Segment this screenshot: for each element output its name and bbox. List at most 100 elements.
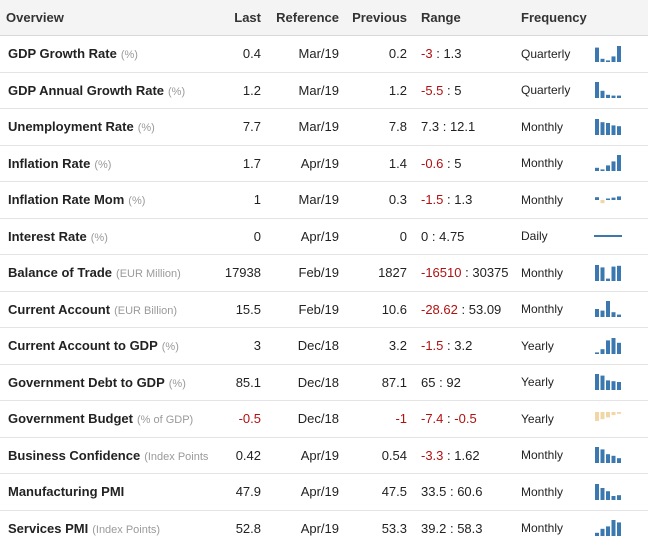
sparkline-bar xyxy=(606,411,610,418)
indicator-unit: (% of GDP) xyxy=(136,414,194,427)
indicator-name-link[interactable]: Inflation Rate Mom xyxy=(8,192,125,208)
header-last[interactable]: Last xyxy=(208,0,261,36)
indicator-name-link[interactable]: Balance of Trade xyxy=(8,265,113,281)
table-row[interactable]: Balance of Trade (EUR Million) 17938 Feb/19… xyxy=(0,254,648,292)
reference-value: Apr/19 xyxy=(261,218,339,255)
table-row[interactable]: Services PMI (Index Points) 52.8 Apr/19 53.3… xyxy=(0,510,648,546)
header-frequency[interactable]: Frequency xyxy=(508,0,592,36)
sparkline-bar xyxy=(611,456,616,464)
sparkline-cell[interactable] xyxy=(592,291,648,328)
table-row[interactable]: Current Account to GDP (%) 3 Dec/18 3.2 -1.5 … xyxy=(0,327,648,365)
range-high: 92 xyxy=(446,374,461,390)
indicator-name-link[interactable]: GDP Annual Growth Rate xyxy=(8,82,165,98)
table-row[interactable]: GDP Growth Rate (%) 0.4 Mar/19 0.2 -3 : 1.3 Qu… xyxy=(0,35,648,73)
sparkline-cell[interactable] xyxy=(592,254,648,292)
last-value: 7.7 xyxy=(208,108,261,146)
frequency-value: Monthly xyxy=(521,521,564,536)
table-row[interactable]: Unemployment Rate (%) 7.7 Mar/19 7.8 7.3 : 12… xyxy=(0,108,648,146)
sparkline-bar xyxy=(600,348,605,354)
indicator-name-link[interactable]: Manufacturing PMI xyxy=(8,484,125,500)
sparkline-bar xyxy=(617,196,621,200)
indicator-name-link[interactable]: Unemployment Rate xyxy=(8,119,134,135)
last-value: 17938 xyxy=(208,254,261,292)
indicator-name-link[interactable]: Government Budget xyxy=(8,411,133,427)
sparkline-cell[interactable] xyxy=(592,364,648,401)
sparkline-bar xyxy=(606,454,610,464)
indicator-name-link[interactable]: Services PMI xyxy=(8,520,89,536)
table-row[interactable]: GDP Annual Growth Rate (%) 1.2 Mar/19 1.2 -5.… xyxy=(0,72,648,109)
sparkline-bar xyxy=(600,529,605,537)
sparkline-cell[interactable] xyxy=(592,327,648,365)
indicator-unit: (%) xyxy=(168,85,186,98)
range-cell: -7.4 : -0.5 xyxy=(407,400,508,438)
header-previous[interactable]: Previous xyxy=(339,0,407,36)
header-reference[interactable]: Reference xyxy=(261,0,339,36)
range-cell: 65 : 92 xyxy=(407,364,508,401)
sparkline-chart xyxy=(594,235,622,238)
range-separator: : xyxy=(439,374,443,390)
sparkline-bar xyxy=(617,382,621,391)
table-row[interactable]: Inflation Rate Mom (%) 1 Mar/19 0.3 -1.5 : 1.… xyxy=(0,181,648,219)
sparkline-bar xyxy=(600,487,605,500)
sparkline-cell[interactable] xyxy=(592,400,648,438)
range-low: -1.5 xyxy=(421,338,444,354)
table-row[interactable]: Business Confidence (Index Points) 0.42 Apr… xyxy=(0,437,648,474)
table-row[interactable]: Interest Rate (%) 0 Apr/19 0 0 : 4.75 Daily xyxy=(0,218,648,255)
range-cell: -0.6 : 5 xyxy=(407,145,508,182)
table-row[interactable]: Manufacturing PMI 47.9 Apr/19 47.5 33.5 : 60… xyxy=(0,473,648,511)
sparkline-bar xyxy=(600,169,605,172)
table-row[interactable]: Government Budget (% of GDP) -0.5 Dec/18 -1-… xyxy=(0,400,648,438)
sparkline-cell[interactable] xyxy=(592,72,648,109)
indicator-name-link[interactable]: Interest Rate xyxy=(8,228,87,244)
indicator-name-link[interactable]: Current Account xyxy=(8,301,111,317)
indicator-unit: (%) xyxy=(161,341,179,354)
sparkline-cell[interactable] xyxy=(592,437,648,474)
range-cell: 39.2 : 58.3 xyxy=(407,510,508,546)
indicator-cell: Government Debt to GDP (%) xyxy=(0,364,208,401)
header-overview[interactable]: Overview xyxy=(0,0,208,36)
sparkline-bar xyxy=(606,526,610,537)
range-cell: -3 : 1.3 xyxy=(407,35,508,73)
reference-value: Dec/18 xyxy=(261,400,339,438)
range-high: 53.09 xyxy=(468,301,502,317)
last-value: 1.7 xyxy=(208,145,261,182)
table-row[interactable]: Current Account (EUR Billion) 15.5 Feb/19 10… xyxy=(0,291,648,328)
range-separator: : xyxy=(461,301,466,317)
sparkline-bar xyxy=(617,458,621,464)
header-range[interactable]: Range xyxy=(407,0,508,36)
sparkline-cell[interactable] xyxy=(592,145,648,182)
sparkline-cell[interactable] xyxy=(592,181,648,219)
frequency-value: Monthly xyxy=(508,473,592,511)
table-row[interactable]: Government Debt to GDP (%) 85.1 Dec/18 87.1 6… xyxy=(0,364,648,401)
sparkline-bar xyxy=(617,265,621,281)
indicator-unit: (%) xyxy=(137,122,155,135)
sparkline-cell[interactable] xyxy=(592,218,648,255)
last-value: 15.5 xyxy=(208,291,261,328)
sparkline-chart xyxy=(595,520,621,537)
indicator-name-link[interactable]: Current Account to GDP xyxy=(8,338,158,354)
range-low: -7.4 xyxy=(421,411,444,427)
sparkline-cell[interactable] xyxy=(592,510,648,546)
previous-value: 87.1 xyxy=(339,364,407,401)
sparkline-bar xyxy=(617,494,621,500)
range-separator: : xyxy=(449,484,454,500)
table-row[interactable]: Inflation Rate (%) 1.7 Apr/19 1.4 -0.6 : 5 Mon… xyxy=(0,145,648,182)
indicator-name-link[interactable]: Business Confidence xyxy=(8,447,141,463)
sparkline-cell[interactable] xyxy=(592,473,648,511)
range-high: 4.75 xyxy=(439,228,465,244)
sparkline-cell[interactable] xyxy=(592,35,648,73)
sparkline-bar xyxy=(606,122,610,135)
frequency-value: Monthly xyxy=(508,291,592,328)
range-separator: : xyxy=(431,228,436,244)
sparkline-chart xyxy=(595,411,621,421)
indicator-name-link[interactable]: Inflation Rate xyxy=(8,155,91,171)
sparkline-cell[interactable] xyxy=(592,108,648,146)
range-high: 1.3 xyxy=(454,192,473,208)
frequency-value: Monthly xyxy=(508,145,592,182)
previous-value: 7.8 xyxy=(339,108,407,146)
indicator-name-link[interactable]: Government Debt to GDP xyxy=(8,374,165,390)
sparkline-bar xyxy=(611,266,616,281)
indicator-cell: Business Confidence (Index Points) xyxy=(0,437,208,474)
indicator-name-link[interactable]: GDP Growth Rate xyxy=(8,46,117,62)
